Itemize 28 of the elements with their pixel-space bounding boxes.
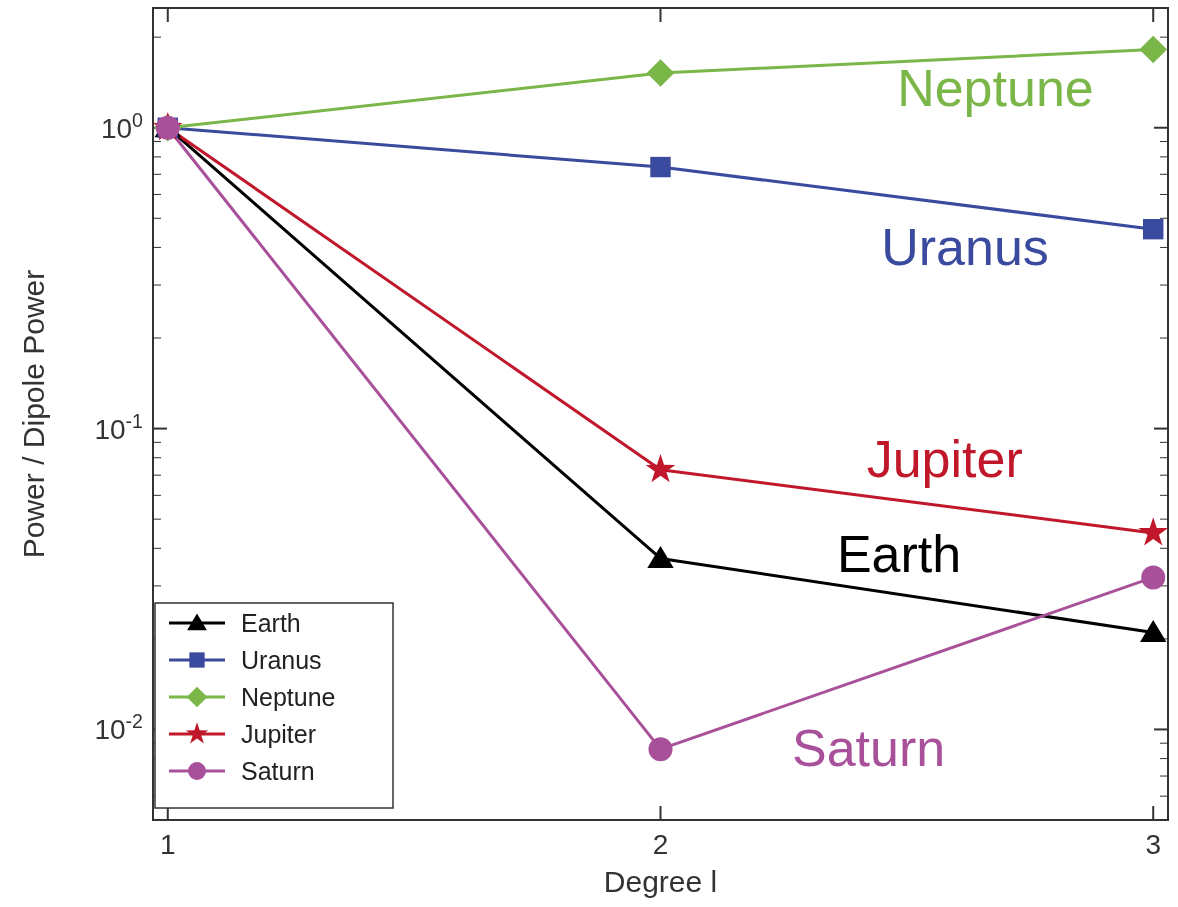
- legend-label: Saturn: [241, 757, 315, 785]
- point: [1138, 517, 1169, 546]
- x-tick-label: 2: [652, 829, 669, 860]
- point: [645, 454, 676, 483]
- y-tick-label: 10$^{-1}$: [94, 409, 143, 445]
- point: [1143, 218, 1164, 240]
- y-axis-title: Power / Dipole Power: [17, 269, 50, 559]
- point: [647, 545, 674, 569]
- text: Saturn: [791, 718, 946, 777]
- point: [646, 59, 675, 87]
- point: [1141, 565, 1166, 590]
- legend-label: Neptune: [241, 683, 336, 711]
- legend-label: Earth: [241, 609, 301, 637]
- x-tick-label: 1: [159, 829, 176, 860]
- y-tick-label: 10$^{-2}$: [94, 710, 143, 746]
- text: Earth: [836, 525, 962, 584]
- y-tick-label: 10$^{0}$: [100, 108, 144, 144]
- x-axis-title: Degree l: [603, 865, 718, 898]
- point: [1140, 619, 1167, 643]
- legend-label: Jupiter: [241, 720, 317, 748]
- text: Uranus: [881, 218, 1049, 277]
- text: Jupiter: [866, 430, 1023, 489]
- x-tick-label: 3: [1145, 829, 1162, 860]
- point: [650, 156, 671, 178]
- point: [1139, 35, 1168, 64]
- point: [648, 737, 673, 762]
- text: Neptune: [897, 59, 1094, 118]
- legend-label: Uranus: [241, 646, 322, 674]
